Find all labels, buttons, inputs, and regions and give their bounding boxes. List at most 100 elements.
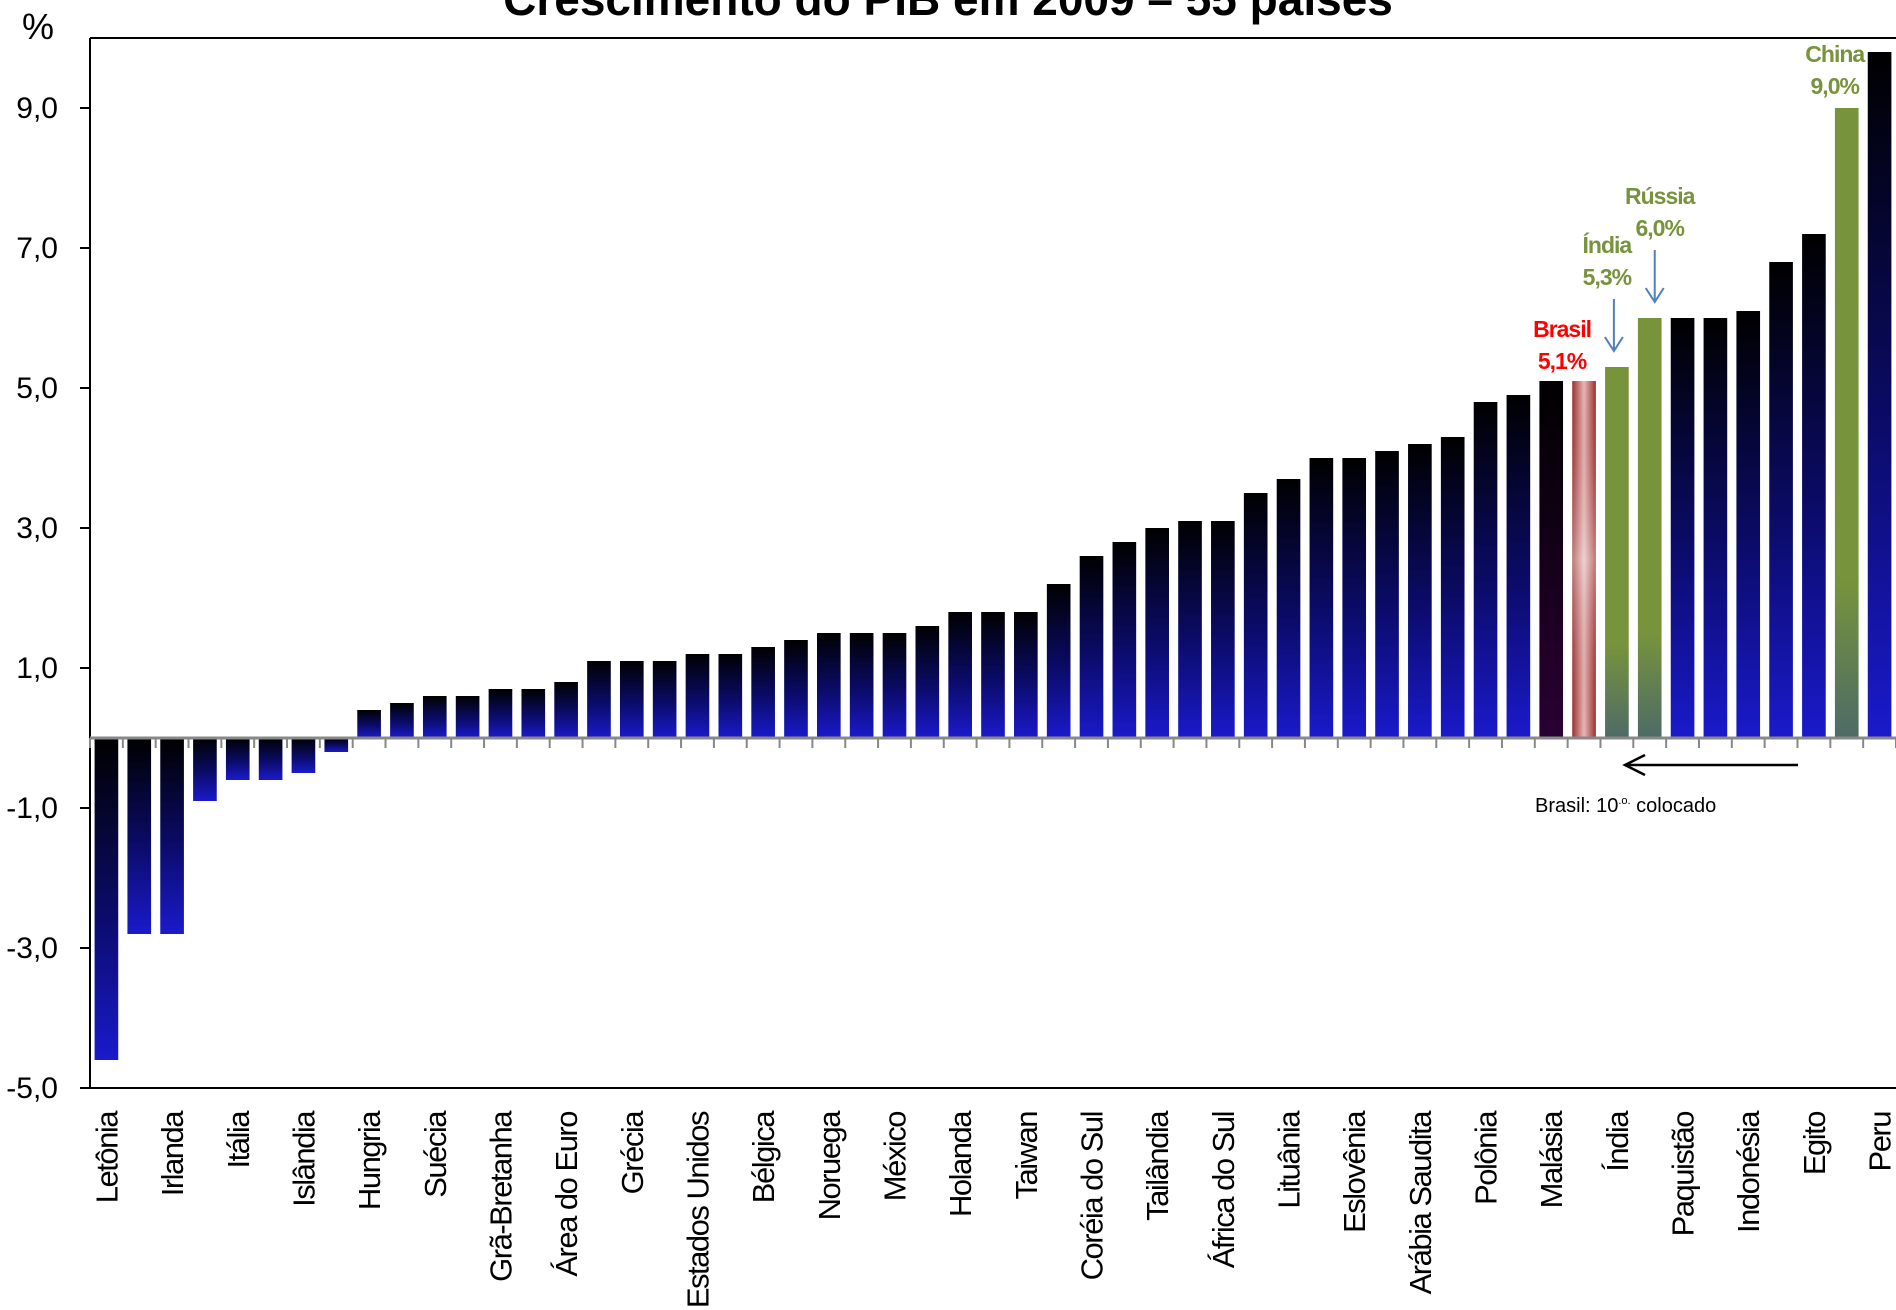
bar [1112, 542, 1137, 738]
x-tick-label: Área do Euro [549, 1112, 584, 1277]
bar [652, 661, 677, 738]
bar [324, 738, 349, 752]
chart-title: Crescimento do PIB em 2009 – 55 países [0, 0, 1896, 26]
bar [1802, 234, 1826, 738]
annotation-value: 6,0% [1636, 215, 1685, 241]
bar [948, 612, 972, 738]
annotation-name: Índia [1583, 231, 1633, 258]
x-tick-label: Holanda [943, 1110, 978, 1217]
bar [1539, 381, 1564, 738]
bar [554, 682, 578, 738]
y-tick-label: 9,0 [16, 92, 58, 125]
x-tick-label: Indonésia [1731, 1110, 1766, 1233]
x-tick-label: África do Sul [1206, 1112, 1241, 1268]
bar [1834, 108, 1859, 738]
x-tick-label: Noruega [812, 1110, 847, 1221]
bar [94, 738, 119, 1060]
y-tick-label: -3,0 [6, 932, 58, 965]
x-tick-label: Coréia do Sul [1075, 1112, 1110, 1280]
bar [225, 738, 250, 780]
annotation-name: China [1805, 41, 1865, 67]
pointer-arrow [1604, 299, 1624, 353]
bar [1079, 556, 1104, 738]
y-axis-label: % [22, 6, 55, 47]
x-tick-label: Paquistão [1666, 1112, 1701, 1237]
x-tick-label: Letônia [89, 1110, 124, 1203]
x-tick-label: Arábia Saudita [1403, 1110, 1438, 1295]
bar [619, 661, 644, 738]
x-tick-label: Hungria [352, 1110, 387, 1210]
bar [849, 633, 874, 738]
y-tick-label: -5,0 [6, 1072, 58, 1105]
annotation-value: 5,1% [1538, 348, 1587, 374]
bar [258, 738, 283, 780]
bar [1342, 458, 1367, 738]
bar [1178, 521, 1202, 738]
bar [816, 633, 841, 738]
x-tick-label: Grã-Bretanha [483, 1110, 518, 1282]
bar [521, 689, 546, 738]
bar [1211, 521, 1235, 738]
bar [1637, 318, 1662, 738]
x-tick-label: Lituânia [1272, 1110, 1307, 1209]
bar [1473, 402, 1498, 738]
bar [685, 654, 710, 738]
ranking-note: Brasil: 10.o. colocado [1535, 795, 1716, 817]
x-tick-label: Taiwan [1009, 1112, 1044, 1200]
x-tick-label: Eslovênia [1337, 1110, 1372, 1233]
bar-highlight [1572, 381, 1596, 738]
bar [1375, 451, 1399, 738]
x-tick-label: Suécia [418, 1110, 453, 1198]
x-tick-label: México [877, 1112, 912, 1201]
bar [160, 738, 184, 934]
bar [488, 689, 513, 738]
bar [981, 612, 1005, 738]
x-tick-label: Malásia [1534, 1110, 1569, 1209]
x-tick-label: Tailândia [1140, 1110, 1175, 1221]
annotation-name: Rússia [1625, 183, 1696, 209]
ranking-arrow [1622, 753, 1798, 777]
y-tick-label: 7,0 [16, 232, 58, 265]
bar [1769, 262, 1793, 738]
bar [751, 647, 775, 738]
bar [291, 738, 316, 773]
bar [357, 710, 381, 738]
y-tick-label: 3,0 [16, 512, 58, 545]
bar [1309, 458, 1334, 738]
bar [1670, 318, 1695, 738]
bar [1506, 395, 1531, 738]
bar [1736, 311, 1761, 738]
bar [193, 738, 217, 801]
bar [1703, 318, 1728, 738]
y-tick-label: 5,0 [16, 372, 58, 405]
bar [1046, 584, 1071, 738]
bar [718, 654, 743, 738]
bar [1440, 437, 1465, 738]
x-tick-label: Irlanda [155, 1110, 190, 1197]
y-tick-label: 1,0 [16, 652, 58, 685]
bar [882, 633, 907, 738]
bar [915, 626, 940, 738]
pointer-arrow [1644, 250, 1665, 304]
bar [1867, 52, 1892, 738]
x-tick-label: Islândia [286, 1110, 321, 1207]
bar [1408, 444, 1432, 738]
bar [1276, 479, 1301, 738]
bar [1145, 528, 1170, 738]
bar [1243, 493, 1268, 738]
x-tick-label: Polônia [1469, 1110, 1504, 1205]
x-tick-label: Itália [221, 1110, 256, 1169]
annotation-value: 9,0% [1811, 73, 1860, 99]
x-tick-label: Estados Unidos [680, 1111, 715, 1308]
bar [422, 696, 447, 738]
annotation-value: 5,3% [1583, 264, 1632, 290]
y-tick-label: -1,0 [6, 792, 58, 825]
x-tick-label: Bélgica [746, 1110, 781, 1203]
x-tick-label: Peru [1863, 1112, 1896, 1172]
bar [587, 661, 611, 738]
bar [784, 640, 808, 738]
bar [127, 738, 152, 934]
x-tick-label: Índia [1600, 1110, 1635, 1172]
bar [455, 696, 480, 738]
